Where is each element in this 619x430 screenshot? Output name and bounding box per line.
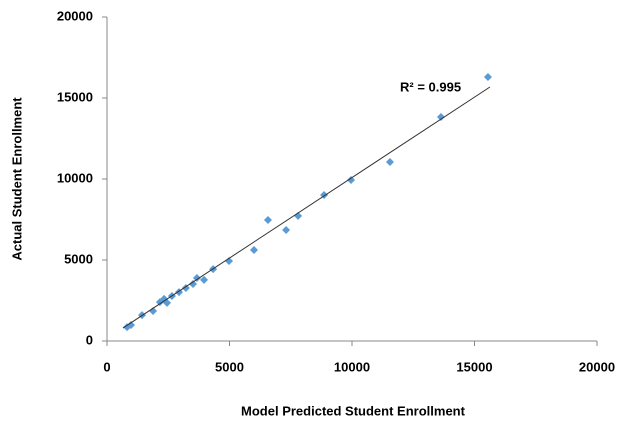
trendline xyxy=(122,86,491,329)
y-axis-title: Actual Student Enrollment xyxy=(9,97,24,261)
point xyxy=(347,175,356,184)
point xyxy=(127,320,136,329)
point xyxy=(385,157,394,166)
x-tick-label: 15000 xyxy=(456,359,492,374)
x-tick-label: 20000 xyxy=(579,359,615,374)
annotation: R² = 0.995 xyxy=(400,79,461,94)
y-tick-label: 0 xyxy=(86,332,93,347)
point xyxy=(188,279,197,288)
point xyxy=(250,245,258,254)
x-tick-label: 5000 xyxy=(215,359,244,374)
point xyxy=(282,226,291,235)
y-tick-label: 20000 xyxy=(57,8,93,23)
x-tick-label: 10000 xyxy=(334,359,370,374)
y-tick-label: 15000 xyxy=(57,89,93,104)
y-tick-label: 5000 xyxy=(64,251,93,266)
point xyxy=(225,256,234,265)
point xyxy=(263,215,272,224)
y-tick-label: 10000 xyxy=(57,170,93,185)
x-axis-title: Model Predicted Student Enrollment xyxy=(241,403,466,418)
point xyxy=(483,72,492,81)
point xyxy=(192,273,201,282)
point xyxy=(181,284,190,293)
point xyxy=(200,275,209,284)
point xyxy=(436,112,445,121)
x-tick-label: 0 xyxy=(103,359,110,374)
